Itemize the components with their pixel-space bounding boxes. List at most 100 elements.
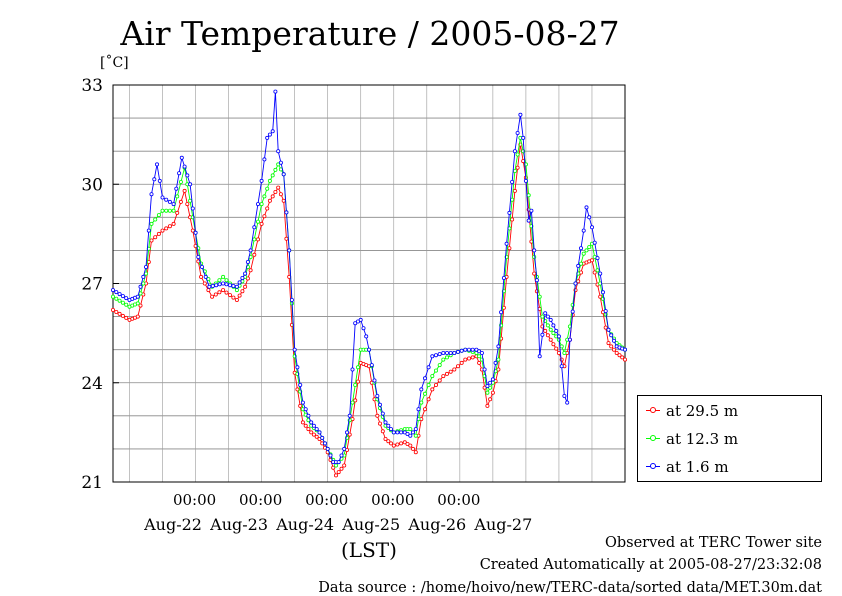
data-point-2 [336,460,341,465]
data-point-0 [255,237,260,242]
data-point-0 [243,284,248,289]
data-point-0 [477,360,482,365]
data-point-0 [496,367,501,372]
data-point-0 [430,387,435,392]
data-point-0 [466,356,471,361]
data-point-2 [265,135,270,140]
data-point-2 [224,282,229,287]
x-date-label: Aug-27 [473,515,532,534]
data-point-2 [452,350,457,355]
data-point-2 [512,149,517,154]
data-point-2 [477,349,482,354]
data-point-0 [336,470,341,475]
data-point-0 [276,185,281,190]
data-point-2 [146,228,151,233]
data-point-0 [149,238,154,243]
data-point-1 [584,248,589,253]
data-point-2 [160,195,165,200]
data-point-2 [278,160,283,165]
data-point-2 [567,337,572,342]
data-point-0 [399,441,404,446]
data-point-2 [372,378,377,383]
data-point-0 [470,355,475,360]
data-point-0 [199,274,204,279]
data-point-2 [262,157,267,162]
x-date-label: Aug-25 [341,515,400,534]
data-point-1 [496,357,501,362]
data-point-2 [587,215,592,220]
data-point-2 [537,354,542,359]
series-line-2 [112,91,626,463]
legend: at 29.5 m at 12.3 m at 1.6 m [637,395,822,482]
data-point-0 [426,397,431,402]
data-point-0 [259,221,264,226]
data-point-1 [333,463,338,468]
data-point-0 [333,473,338,478]
data-point-2 [325,446,330,451]
legend-marker-green-icon [646,432,660,446]
data-point-2 [488,380,493,385]
data-point-2 [540,332,545,337]
data-point-0 [620,355,625,360]
data-point-0 [510,217,515,222]
data-point-2 [179,155,184,160]
data-point-2 [529,208,534,213]
data-point-2 [510,179,515,184]
data-point-0 [156,231,161,236]
data-point-0 [548,337,553,342]
data-point-0 [234,297,239,302]
legend-marker-blue-icon [646,460,660,474]
x-date-label: Aug-26 [407,515,466,534]
data-point-1 [444,355,449,360]
y-tick-label: 27 [81,275,103,295]
data-point-0 [383,436,388,441]
data-point-0 [160,228,165,233]
data-point-1 [485,390,490,395]
data-point-1 [124,302,129,307]
data-point-2 [231,283,236,288]
data-point-0 [554,346,559,351]
data-point-0 [182,188,187,193]
legend-label: at 29.5 m [666,402,739,420]
data-point-2 [534,278,539,283]
data-point-2 [276,149,281,154]
data-point-0 [273,189,278,194]
data-point-2 [470,347,475,352]
data-point-2 [143,264,148,269]
data-point-0 [270,194,275,199]
data-point-1 [178,179,183,184]
data-point-2 [177,171,182,176]
data-point-0 [281,198,286,203]
data-point-1 [120,300,125,305]
data-point-0 [422,407,427,412]
data-point-2 [518,112,523,117]
data-point-2 [430,354,435,359]
data-point-2 [149,192,154,197]
y-tick-label: 30 [81,175,103,195]
data-point-2 [358,317,363,322]
data-point-0 [437,378,442,383]
data-point-0 [347,432,352,437]
data-point-1 [587,245,592,250]
data-point-0 [300,420,305,425]
data-point-0 [265,206,270,211]
data-point-0 [175,210,180,215]
data-point-0 [377,421,382,426]
data-point-2 [227,283,232,288]
x-date-label: Aug-22 [143,515,202,534]
data-point-2 [598,271,603,276]
data-point-1 [551,331,556,336]
data-point-0 [515,165,520,170]
data-point-2 [152,177,157,182]
data-point-2 [548,317,553,322]
data-point-0 [221,288,226,293]
data-point-2 [182,164,187,169]
data-point-0 [452,367,457,372]
data-point-2 [314,427,319,432]
legend-item-29-5: at 29.5 m [646,401,738,421]
data-point-2 [437,352,442,357]
data-point-0 [353,398,358,403]
data-point-0 [380,429,385,434]
data-point-0 [388,441,393,446]
data-point-2 [124,296,129,301]
